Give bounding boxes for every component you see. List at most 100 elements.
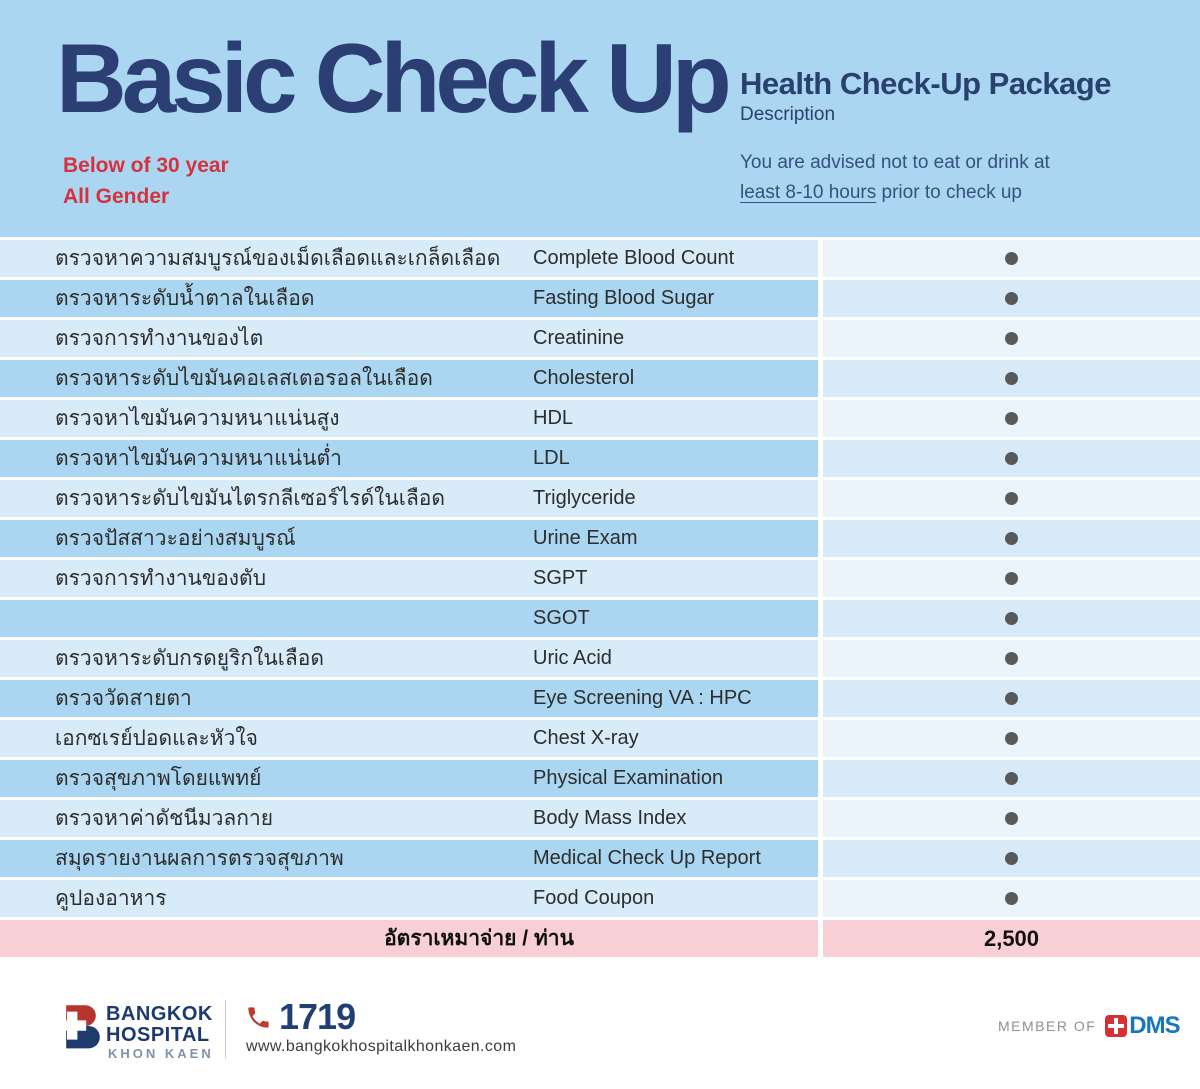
item-name-thai: ตรวจการทำงานของไต (55, 327, 264, 350)
advisory-text: You are advised not to eat or drink at l… (740, 148, 1170, 208)
included-cell (823, 840, 1200, 877)
table-row: สมุดรายงานผลการตรวจสุขภาพ Medical Check U… (0, 840, 1200, 877)
table-row: ตรวจสุขภาพโดยแพทย์ Physical Examination (0, 760, 1200, 797)
column-divider (818, 480, 823, 517)
phone-block: 1719 (245, 996, 356, 1038)
included-cell (823, 880, 1200, 917)
table-row: ตรวจหาไขมันความหนาแน่นต่ำ LDL (0, 440, 1200, 477)
item-name-english: Chest X-ray (533, 727, 639, 749)
member-of-block: MEMBER OF DMS (998, 1012, 1181, 1040)
column-divider (818, 320, 823, 357)
included-dot (1005, 452, 1018, 465)
included-dot (1005, 332, 1018, 345)
advisory-underlined: least 8-10 hours (740, 182, 877, 203)
table-row: ตรวจการทำงานของตับ SGPT (0, 560, 1200, 597)
table-row: ตรวจหาระดับน้ำตาลในเลือด Fasting Blood Su… (0, 280, 1200, 317)
item-name-english: Urine Exam (533, 527, 638, 549)
included-cell (823, 480, 1200, 517)
included-dot (1005, 812, 1018, 825)
included-cell (823, 760, 1200, 797)
included-dot (1005, 612, 1018, 625)
included-dot (1005, 652, 1018, 665)
item-name-thai: ตรวจหาระดับกรดยูริกในเลือด (55, 647, 325, 670)
header-section: Basic Check Up Below of 30 year All Gend… (0, 0, 1200, 240)
target-group: Below of 30 year All Gender (63, 150, 229, 212)
included-cell (823, 520, 1200, 557)
column-divider (818, 280, 823, 317)
column-divider (818, 400, 823, 437)
included-dot (1005, 252, 1018, 265)
table-row: ตรวจหาความสมบูรณ์ของเม็ดเลือดและเกล็ดเลื… (0, 240, 1200, 277)
item-name-english: Physical Examination (533, 767, 724, 789)
item-name-english: LDL (533, 447, 570, 469)
bdms-cross-icon (1105, 1015, 1128, 1037)
package-title: Health Check-Up Package (740, 66, 1111, 101)
price-row: อัตราเหมาจ่าย / ท่าน 2,500 (0, 920, 1200, 957)
included-cell (823, 600, 1200, 637)
footer-divider (225, 1000, 226, 1058)
bdms-wordmark: DMS (1129, 1012, 1180, 1039)
price-label: อัตราเหมาจ่าย / ท่าน (384, 927, 574, 950)
table-row: SGOT (0, 600, 1200, 637)
included-dot (1005, 732, 1018, 745)
included-cell (823, 560, 1200, 597)
age-line: Below of 30 year (63, 154, 229, 177)
column-divider (818, 240, 823, 277)
included-dot (1005, 292, 1018, 305)
table-row: ตรวจหาค่าดัชนีมวลกาย Body Mass Index (0, 800, 1200, 837)
table-row: เอกซเรย์ปอดและหัวใจ Chest X-ray (0, 720, 1200, 757)
table-row: ตรวจวัดสายตา Eye Screening VA : HPC (0, 680, 1200, 717)
included-cell (823, 280, 1200, 317)
included-dot (1005, 372, 1018, 385)
advisory-line2-rest: prior to check up (876, 182, 1022, 203)
included-dot (1005, 772, 1018, 785)
item-name-thai: ตรวจหาระดับน้ำตาลในเลือด (55, 287, 315, 310)
gender-line: All Gender (63, 185, 170, 208)
phone-number: 1719 (279, 996, 356, 1037)
item-name-english: Medical Check Up Report (533, 847, 761, 869)
bangkok-hospital-logo-icon (58, 1005, 100, 1049)
column-divider (818, 440, 823, 477)
item-name-thai: ตรวจสุขภาพโดยแพทย์ (55, 767, 262, 790)
item-name-thai: ตรวจวัดสายตา (55, 687, 192, 710)
column-divider (818, 520, 823, 557)
column-divider (818, 800, 823, 837)
item-name-english: Fasting Blood Sugar (533, 287, 715, 309)
column-divider (818, 760, 823, 797)
included-dot (1005, 492, 1018, 505)
item-name-thai: ตรวจหาไขมันความหนาแน่นสูง (55, 407, 340, 430)
included-cell (823, 240, 1200, 277)
item-name-english: Uric Acid (533, 647, 612, 669)
item-name-thai: ตรวจปัสสาวะอย่างสมบูรณ์ (55, 527, 296, 550)
table-row: ตรวจหาไขมันความหนาแน่นสูง HDL (0, 400, 1200, 437)
item-name-english: SGOT (533, 607, 590, 629)
item-name-english: Food Coupon (533, 887, 655, 909)
included-dot (1005, 892, 1018, 905)
item-name-english: Creatinine (533, 327, 625, 349)
price-value: 2,500 (983, 925, 1040, 951)
column-divider (818, 360, 823, 397)
item-name-thai: สมุดรายงานผลการตรวจสุขภาพ (55, 847, 344, 870)
included-dot (1005, 412, 1018, 425)
column-divider (818, 560, 823, 597)
advisory-line1: You are advised not to eat or drink at (740, 152, 1050, 173)
column-divider (818, 600, 823, 637)
table-row: ตรวจปัสสาวะอย่างสมบูรณ์ Urine Exam (0, 520, 1200, 557)
website-link[interactable]: www.bangkokhospitalkhonkaen.com (246, 1038, 517, 1055)
included-cell (823, 440, 1200, 477)
item-name-thai: ตรวจหาความสมบูรณ์ของเม็ดเลือดและเกล็ดเลื… (55, 247, 501, 270)
table-row: คูปองอาหาร Food Coupon (0, 880, 1200, 917)
column-divider (818, 840, 823, 877)
included-cell (823, 360, 1200, 397)
included-dot (1005, 572, 1018, 585)
package-subtitle: Description (740, 104, 836, 125)
item-name-thai: ตรวจหาไขมันความหนาแน่นต่ำ (55, 447, 342, 470)
item-name-thai: ตรวจหาระดับไขมันคอเลสเตอรอลในเลือด (55, 367, 433, 390)
item-name-english: Complete Blood Count (533, 247, 735, 269)
checkup-items-table: ตรวจหาความสมบูรณ์ของเม็ดเลือดและเกล็ดเลื… (0, 237, 1200, 960)
column-divider (818, 720, 823, 757)
included-cell (823, 400, 1200, 437)
included-cell (823, 640, 1200, 677)
included-cell (823, 800, 1200, 837)
